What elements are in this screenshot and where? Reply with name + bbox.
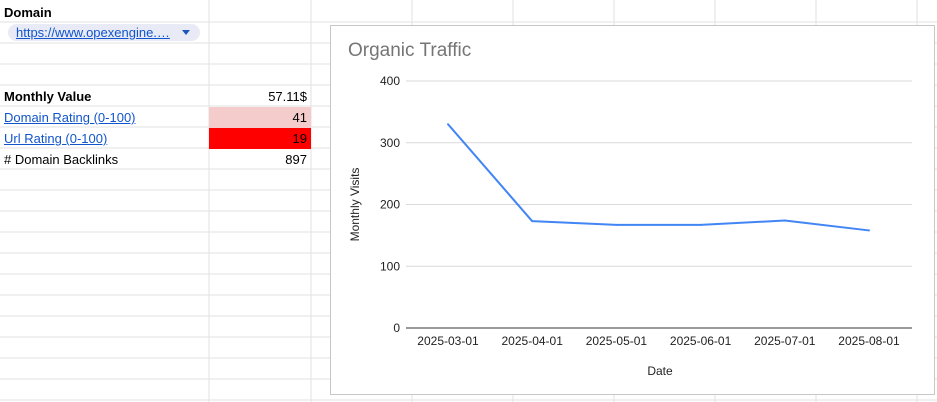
x-tick-label: 2025-05-01	[586, 334, 648, 348]
organic-traffic-chart[interactable]: Organic Traffic 0 100 200 300 400 2025-03-01 2…	[330, 25, 935, 395]
y-tick-label: 300	[380, 136, 400, 150]
chart-title: Organic Traffic	[348, 40, 472, 61]
url-rating-value: 19	[292, 131, 307, 146]
x-tick-label: 2025-03-01	[417, 334, 479, 348]
url-rating-cell[interactable]	[209, 128, 311, 149]
domain-rating-link[interactable]: Domain Rating (0-100)	[4, 110, 136, 125]
domain-chip[interactable]: https://www.opexengine.…	[8, 24, 200, 41]
x-tick-label: 2025-06-01	[670, 334, 732, 348]
y-tick-label: 400	[380, 74, 400, 88]
domain-rating-cell[interactable]	[209, 107, 311, 128]
chart-plot-area: 0 100 200 300 400 2025-03-01 2025-04-01 2025-05…	[348, 74, 912, 378]
data-point	[531, 220, 534, 223]
domain-header: Domain	[4, 5, 52, 20]
data-point	[699, 223, 702, 226]
series-line	[447, 123, 870, 232]
x-tick-label: 2025-04-01	[502, 334, 564, 348]
url-rating-link[interactable]: Url Rating (0-100)	[4, 131, 108, 146]
y-tick-label: 200	[380, 198, 400, 212]
data-point	[783, 219, 786, 222]
y-tick-label: 0	[393, 321, 400, 335]
x-tick-label: 2025-08-01	[838, 334, 900, 348]
domain-backlinks-label: # Domain Backlinks	[4, 152, 119, 167]
x-axis-title: Date	[647, 364, 673, 378]
y-axis-title: Monthly Visits	[348, 168, 362, 242]
monthly-value-cell[interactable]: 57.11$	[268, 89, 307, 104]
y-tick-label: 100	[380, 259, 400, 273]
chevron-down-icon[interactable]	[182, 30, 190, 35]
x-tick-label: 2025-07-01	[754, 334, 816, 348]
monthly-value-label: Monthly Value	[4, 89, 92, 104]
data-point	[615, 223, 618, 226]
data-point	[447, 123, 449, 126]
domain-rating-value: 41	[292, 110, 307, 125]
domain-backlinks-value[interactable]: 897	[285, 152, 307, 167]
data-point	[868, 229, 870, 232]
domain-chip-link[interactable]: https://www.opexengine.…	[16, 25, 170, 40]
